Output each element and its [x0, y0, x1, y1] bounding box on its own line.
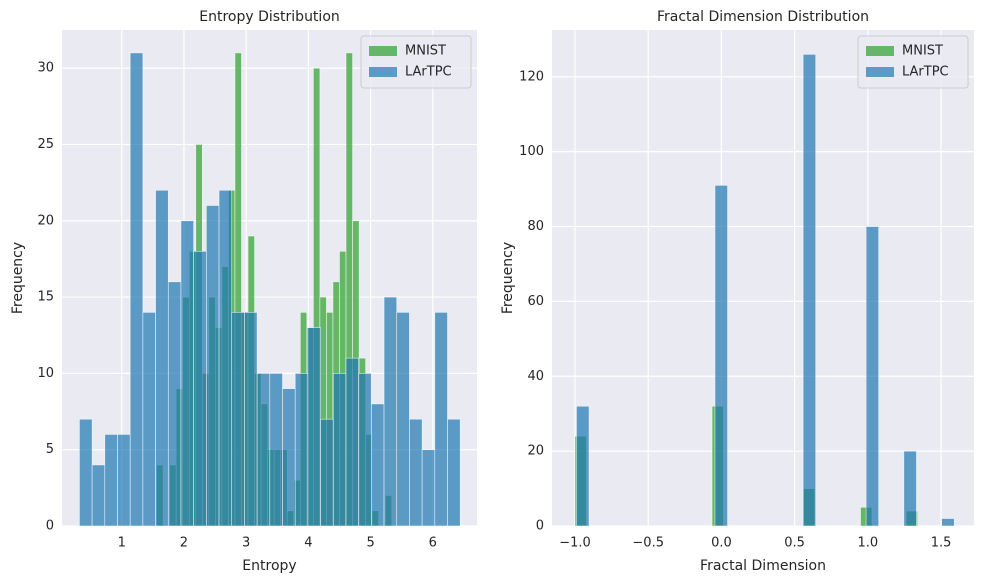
y-tick-label: 30 [37, 61, 54, 76]
x-tick-label: 4 [304, 536, 312, 551]
y-tick-label: 0 [536, 519, 544, 534]
legend: MNIST LArTPC [857, 35, 969, 89]
y-tick-label: 80 [527, 219, 544, 234]
x-axis-label: Fractal Dimension [700, 558, 826, 574]
histogram-bar [447, 418, 461, 527]
histogram-bar [865, 226, 879, 527]
y-tick-label: 20 [527, 444, 544, 459]
y-axis-label: Frequency [10, 242, 26, 314]
histogram-bar [903, 450, 917, 527]
histogram-bar [104, 434, 118, 527]
histogram-bar [129, 52, 144, 527]
y-tick-label: 100 [519, 144, 544, 159]
histogram-bar [256, 373, 271, 527]
histogram-bar [332, 373, 347, 527]
histogram-bar [421, 449, 436, 527]
plot-background [552, 30, 974, 526]
y-tick-label: 10 [37, 366, 54, 381]
histogram-bar [714, 185, 728, 527]
y-tick-label: 15 [37, 290, 54, 305]
y-tick-label: 25 [37, 137, 54, 152]
histogram-bar [941, 518, 955, 527]
histogram-bar [345, 357, 359, 527]
histogram-bar [802, 54, 817, 527]
histogram-bar [244, 312, 258, 527]
x-tick-label: −1.0 [559, 536, 591, 551]
histogram-bar [180, 220, 194, 527]
legend-label: LArTPC [405, 65, 452, 80]
legend-label: MNIST [902, 44, 943, 59]
histogram-bar [269, 373, 283, 527]
legend: MNIST LArTPC [360, 35, 472, 89]
histogram-bar [218, 189, 233, 527]
chart-title: Fractal Dimension Distribution [657, 9, 869, 25]
histogram-bar [282, 388, 296, 527]
x-tick-label: 3 [242, 536, 250, 551]
histogram-bar [155, 189, 169, 527]
y-tick-label: 5 [46, 442, 54, 457]
x-tick-label: 2 [180, 536, 188, 551]
legend-swatch [866, 46, 894, 56]
y-tick-label: 120 [519, 69, 544, 84]
y-axis-label: Frequency [500, 242, 516, 314]
histogram-bar [371, 403, 385, 527]
histogram-bar [383, 296, 398, 527]
x-tick-label: 5 [366, 536, 374, 551]
chart-title: Entropy Distribution [199, 9, 340, 25]
histogram-bar [117, 434, 131, 527]
histogram-bar [358, 373, 372, 527]
histogram-bar [294, 373, 309, 527]
histogram-bar [320, 418, 334, 527]
histogram-bar [396, 312, 410, 527]
histogram-bar [409, 418, 423, 527]
y-tick-label: 60 [527, 294, 544, 309]
histogram-bar [231, 312, 245, 527]
x-tick-label: 0.5 [784, 536, 805, 551]
legend-swatch [369, 46, 397, 56]
x-axis-label: Entropy [242, 558, 296, 574]
histogram-bar [91, 464, 106, 527]
histogram-bar [434, 312, 448, 527]
legend-swatch [866, 67, 894, 77]
x-tick-label: 1 [118, 536, 126, 551]
y-tick-label: 0 [46, 519, 54, 534]
histogram-bar [206, 205, 220, 527]
legend-label: LArTPC [902, 65, 949, 80]
x-tick-label: −0.5 [632, 536, 664, 551]
y-tick-label: 20 [37, 213, 54, 228]
histogram-bar [193, 250, 207, 527]
histogram-bar [79, 418, 93, 527]
x-tick-label: 1.0 [857, 536, 878, 551]
x-tick-label: 0.0 [711, 536, 732, 551]
legend-label: MNIST [405, 44, 446, 59]
histogram-bar [307, 327, 321, 527]
x-tick-label: 6 [429, 536, 437, 551]
histogram-bar [576, 405, 590, 527]
y-tick-label: 40 [527, 369, 544, 384]
histogram-bar [142, 312, 156, 527]
legend-swatch [369, 67, 397, 77]
x-tick-label: 1.5 [931, 536, 952, 551]
histogram-bar [167, 281, 182, 527]
